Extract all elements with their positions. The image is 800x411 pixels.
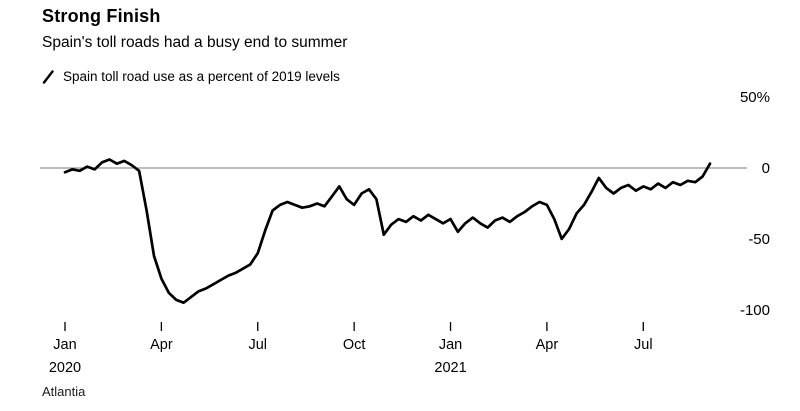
x-axis-label: Jul [634, 337, 653, 353]
legend: Spain toll road use as a percent of 2019… [42, 69, 347, 84]
x-axis-year-label: 2020 [49, 360, 81, 376]
y-axis-label: -50 [748, 231, 770, 248]
x-axis-label: Jan [53, 337, 76, 353]
line-series-mark-icon [42, 69, 55, 84]
x-axis-label: Oct [343, 337, 366, 353]
source-label: Atlantia [42, 384, 86, 399]
legend-label: Spain toll road use as a percent of 2019… [63, 69, 340, 84]
y-axis-label: 50% [740, 89, 770, 106]
x-axis-year-label: 2021 [434, 360, 466, 376]
series-line [63, 158, 712, 305]
x-axis-label: Apr [536, 337, 559, 353]
chart-subtitle: Spain's toll roads had a busy end to sum… [42, 34, 348, 51]
chart-header: Strong Finish Spain's toll roads had a b… [42, 6, 347, 84]
y-axis-label: 0 [762, 160, 770, 177]
x-axis-label: Jul [248, 337, 267, 353]
x-axis-label: Apr [150, 337, 173, 353]
x-axis-label: Jan [439, 337, 462, 353]
chart-title: Strong Finish [42, 6, 161, 26]
y-axis-label: -100 [740, 302, 770, 319]
